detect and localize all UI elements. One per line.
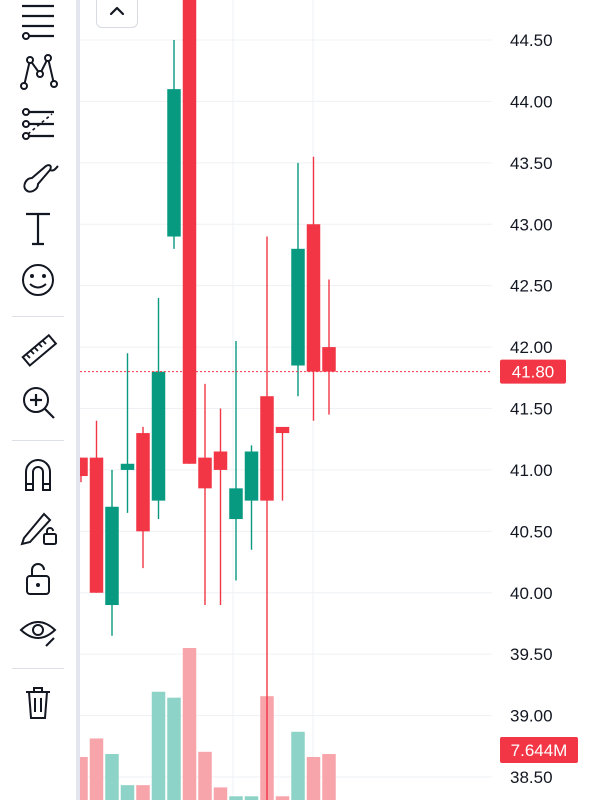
brush-icon <box>23 164 59 193</box>
fibonacci-icon <box>22 108 54 140</box>
y-axis-tick-label: 39.50 <box>510 645 553 664</box>
y-axis-tick-label: 38.50 <box>510 768 553 787</box>
volume-bar <box>198 751 212 800</box>
y-axis-tick-label: 40.00 <box>510 584 553 603</box>
zoom-in-icon <box>23 387 55 419</box>
candle-body <box>80 457 88 477</box>
ruler-tool-button[interactable] <box>14 330 62 370</box>
eye-icon <box>19 621 57 647</box>
magnet-icon <box>25 459 51 491</box>
emoji-tool-button[interactable] <box>14 260 62 300</box>
y-axis-tick-label: 40.50 <box>510 522 553 541</box>
volume-label: 7.644M <box>511 741 568 760</box>
trend-lines-icon <box>22 4 54 40</box>
volume-bar <box>136 785 150 800</box>
candle-body <box>306 224 321 372</box>
candle-body <box>182 0 197 464</box>
y-axis-tick-label: 42.00 <box>510 338 553 357</box>
lock-drawings-icon <box>20 512 57 546</box>
trash-tool-button[interactable] <box>14 682 62 722</box>
y-axis-tick-label: 42.50 <box>510 277 553 296</box>
volume-bar <box>105 754 119 800</box>
eye-tool-button[interactable] <box>14 610 62 650</box>
volume-bar <box>229 796 243 800</box>
volume-bar <box>151 691 166 800</box>
toolbar-border <box>76 0 80 800</box>
text-tool-button[interactable] <box>14 208 62 248</box>
candle-body <box>89 457 104 593</box>
candle-body <box>244 451 259 501</box>
patterns-icon <box>20 54 58 90</box>
y-axis-tick-label: 41.00 <box>510 461 553 480</box>
trend-lines-tool-button[interactable] <box>14 0 62 40</box>
fibonacci-tool-button[interactable] <box>14 104 62 144</box>
y-axis-tick-label: 44.50 <box>510 31 553 50</box>
text-icon <box>26 212 50 246</box>
ruler-icon <box>21 333 58 367</box>
trash-icon <box>26 687 50 719</box>
brush-tool-button[interactable] <box>14 156 62 196</box>
volume-bar <box>213 787 228 800</box>
volume-bar <box>306 756 321 800</box>
current-price-label: 41.80 <box>512 363 555 382</box>
candle-body <box>167 89 181 237</box>
toolbar-separator <box>12 316 64 317</box>
patterns-tool-button[interactable] <box>14 52 62 92</box>
candle-body <box>260 396 274 501</box>
volume-bar <box>182 648 197 800</box>
y-axis-tick-label: 43.50 <box>510 154 553 173</box>
candle-body <box>198 457 212 489</box>
y-axis-tick-label: 41.50 <box>510 400 553 419</box>
volume-bar <box>291 731 305 800</box>
y-axis-tick-label: 39.00 <box>510 707 553 726</box>
candle-body <box>151 371 166 501</box>
chevron-up-icon <box>109 6 125 16</box>
volume-badge <box>500 737 578 763</box>
emoji-icon <box>22 264 54 296</box>
volume-bar <box>80 756 88 800</box>
lock-drawings-tool-button[interactable] <box>14 506 62 546</box>
unlock-icon <box>26 563 50 595</box>
toolbar-separator <box>12 668 64 669</box>
y-axis-tick-label: 44.00 <box>510 92 553 111</box>
volume-bar <box>322 754 336 800</box>
price-chart[interactable]: 44.50 44.00 43.50 43.00 42.50 42.00 41.50 41.00… <box>80 0 600 800</box>
magnet-tool-button[interactable] <box>14 454 62 494</box>
candle-body <box>105 506 119 606</box>
zoom-in-tool-button[interactable] <box>14 382 62 422</box>
y-axis-tick-label: 43.00 <box>510 215 553 234</box>
volume-bar <box>120 785 135 800</box>
unlock-tool-button[interactable] <box>14 558 62 598</box>
candle-body <box>322 347 336 372</box>
candle-body <box>229 488 243 520</box>
toolbar-separator <box>12 440 64 441</box>
drawing-toolbar <box>0 0 76 800</box>
candle-body <box>120 463 135 470</box>
volume-bar <box>275 796 290 800</box>
volume-bar <box>244 796 259 800</box>
volume-bar <box>89 738 104 800</box>
volume-bar <box>167 697 181 800</box>
current-price-badge <box>500 359 566 384</box>
candle-body <box>275 426 290 434</box>
collapse-button[interactable] <box>96 0 138 28</box>
candle-body <box>213 451 228 470</box>
candle-body <box>291 248 305 366</box>
candle-body <box>136 433 150 532</box>
